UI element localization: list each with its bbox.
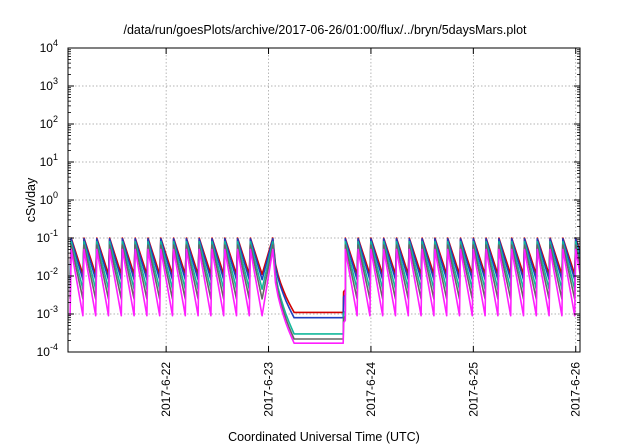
- y-tick-label: 103: [40, 76, 58, 93]
- y-tick-label: 102: [40, 114, 58, 131]
- y-axis: 10-4 10-3 10-2 10-1 100 101 102 103 104: [37, 38, 580, 359]
- x-tick-label: 2017-6-24: [364, 362, 378, 417]
- y-tick-label: 101: [40, 152, 58, 169]
- x-tick-label: 2017-6-23: [262, 362, 276, 417]
- series-line: [69, 238, 580, 319]
- series-line: [69, 244, 580, 340]
- y-tick-label: 10-3: [37, 304, 58, 321]
- y-tick-label: 100: [40, 190, 58, 207]
- x-axis: 2017-6-22 2017-6-23 2017-6-24 2017-6-25 2017…: [159, 48, 583, 417]
- series-group: [69, 237, 580, 344]
- x-tick-label: 2017-6-22: [159, 362, 173, 417]
- y-tick-label: 104: [40, 38, 58, 55]
- series-line: [69, 248, 580, 344]
- x-tick-label: 2017-6-26: [569, 362, 583, 417]
- chart-title: /data/run/goesPlots/archive/2017-06-26/0…: [123, 23, 527, 37]
- y-tick-label: 10-1: [37, 228, 58, 245]
- x-tick-label: 2017-6-25: [466, 362, 480, 417]
- y-tick-label: 10-2: [37, 266, 58, 283]
- x-axis-label: Coordinated Universal Time (UTC): [228, 430, 420, 444]
- grid: [68, 48, 580, 352]
- series-line: [69, 240, 580, 335]
- y-tick-label: 10-4: [37, 342, 58, 359]
- y-axis-label: cSv/day: [24, 177, 38, 222]
